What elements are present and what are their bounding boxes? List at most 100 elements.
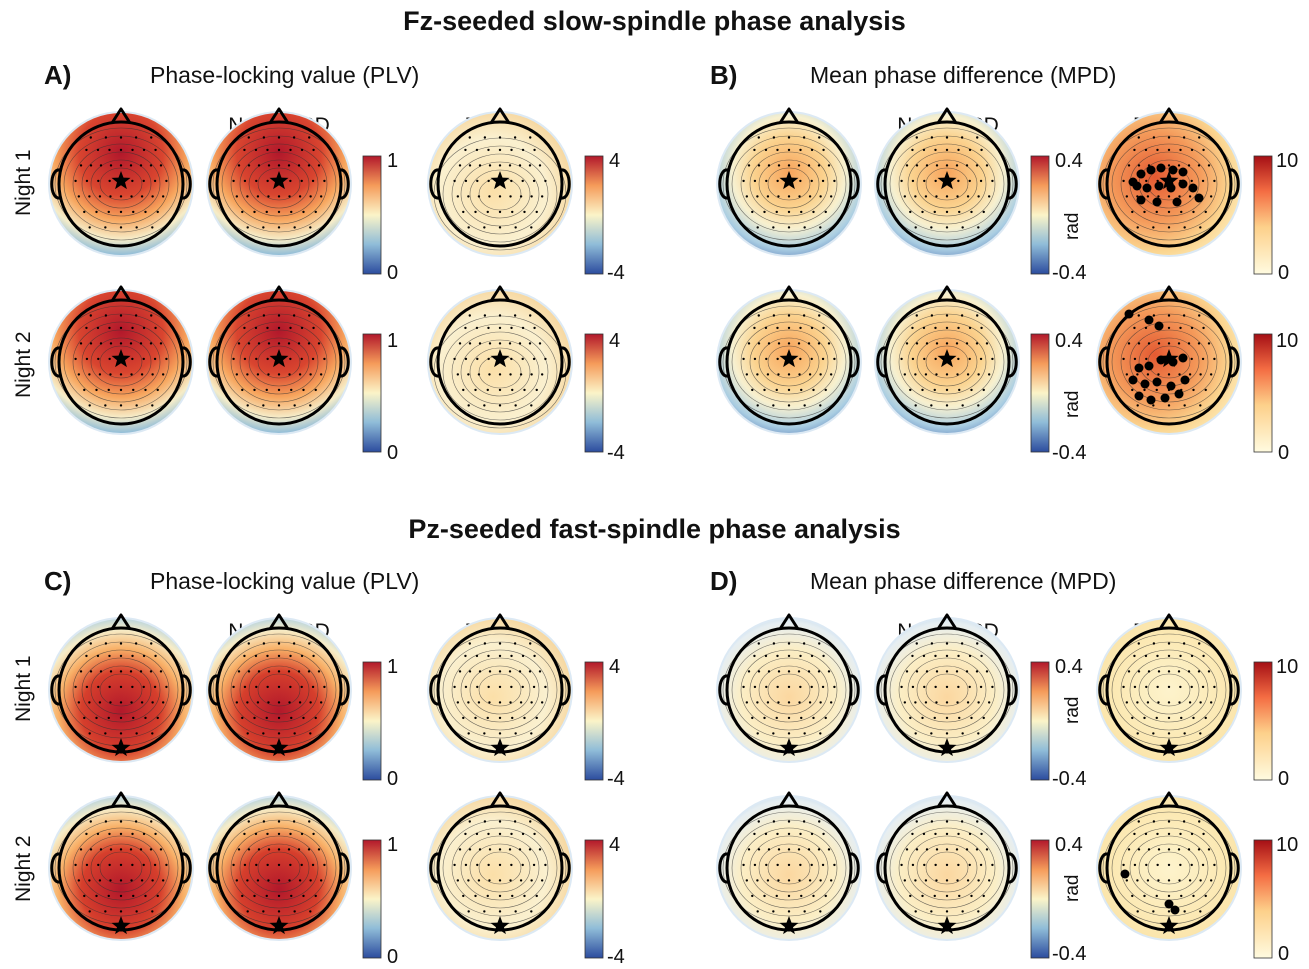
electrode-dot bbox=[129, 342, 133, 345]
electrode-dot bbox=[486, 210, 489, 214]
electrode-dot bbox=[1209, 701, 1213, 704]
electrode-dot bbox=[787, 148, 791, 152]
electrode-dot bbox=[262, 136, 266, 139]
right-ear-outline bbox=[1007, 674, 1018, 706]
electrode-dot bbox=[519, 195, 523, 198]
electrode-dot bbox=[923, 179, 926, 183]
significant-electrode bbox=[1142, 183, 1152, 193]
electrode-dot bbox=[241, 388, 244, 392]
left-ear-outline bbox=[876, 346, 887, 378]
electrode-dot bbox=[911, 863, 915, 867]
contour-line bbox=[54, 127, 188, 241]
electrode-dot bbox=[945, 910, 949, 913]
electrode-dot bbox=[1156, 654, 1159, 658]
electrode-dot bbox=[787, 226, 791, 229]
electrode-dot bbox=[1167, 642, 1171, 645]
electrode-dot bbox=[498, 832, 502, 836]
electrode-dot bbox=[149, 164, 153, 167]
electrode-dot bbox=[1167, 879, 1171, 882]
electrode-dot bbox=[540, 701, 544, 704]
electrode-dot bbox=[95, 894, 98, 898]
electrode-dot bbox=[508, 848, 512, 851]
electrode-dot bbox=[1146, 373, 1150, 376]
electrode-dot bbox=[968, 357, 971, 361]
electrode-dot bbox=[933, 894, 936, 898]
electrode-dot bbox=[976, 820, 979, 823]
colorbar bbox=[584, 333, 604, 453]
electrode-dot bbox=[787, 685, 791, 689]
electrode-dot bbox=[807, 848, 811, 851]
electrode-dot bbox=[319, 373, 323, 376]
electrode-dot bbox=[312, 832, 315, 836]
electrode-dot bbox=[900, 685, 903, 689]
electrode-dot bbox=[921, 210, 924, 214]
electrode-dot bbox=[511, 210, 514, 214]
electrode-dot bbox=[787, 404, 791, 407]
electrode-dot bbox=[1122, 685, 1125, 689]
electrode-dot bbox=[255, 179, 258, 183]
contour-line bbox=[239, 835, 319, 901]
electrode-dot bbox=[822, 148, 825, 152]
topomap-head bbox=[1096, 285, 1242, 435]
electrode-dot bbox=[979, 179, 983, 183]
electrode-dot bbox=[488, 701, 491, 704]
electrode-dot bbox=[819, 732, 822, 735]
electrode-dot bbox=[827, 342, 831, 345]
electrode-dot bbox=[257, 670, 261, 673]
electrode-dot bbox=[464, 654, 467, 658]
electrode-dot bbox=[144, 210, 147, 214]
electrode-dot bbox=[787, 848, 791, 851]
electrode-dot bbox=[1188, 879, 1192, 882]
electrode-dot bbox=[88, 373, 91, 376]
topomap-head bbox=[206, 107, 352, 257]
electrode-dot bbox=[544, 863, 547, 867]
electrode-dot bbox=[300, 832, 304, 836]
electrode-dot bbox=[772, 820, 776, 823]
electrode-dot bbox=[119, 848, 123, 851]
colorbar-unit-label: rad bbox=[1062, 390, 1083, 418]
topomap-field bbox=[429, 619, 571, 761]
electrode-dot bbox=[803, 732, 806, 735]
electrode-dot bbox=[923, 357, 926, 361]
electrode-dot bbox=[821, 179, 825, 183]
electrode-dot bbox=[799, 832, 802, 836]
left-ear-outline bbox=[208, 852, 219, 884]
contour-line bbox=[99, 673, 143, 707]
electrode-dot bbox=[1198, 136, 1201, 139]
contour-line bbox=[239, 657, 319, 723]
electrode-dot bbox=[159, 164, 163, 167]
electrode-dot bbox=[960, 820, 964, 823]
electrode-dot bbox=[812, 388, 815, 392]
electrode-dot bbox=[1188, 373, 1192, 376]
electrode-dot bbox=[518, 670, 522, 673]
electrode-dot bbox=[818, 642, 821, 645]
electrode-dot bbox=[255, 357, 258, 361]
electrode-dot bbox=[935, 164, 939, 167]
electrode-dot bbox=[930, 642, 934, 645]
electrode-dot bbox=[787, 832, 791, 836]
electrode-dot bbox=[519, 373, 523, 376]
significant-electrode bbox=[1152, 377, 1162, 387]
head-outline bbox=[215, 298, 343, 426]
electrode-dot bbox=[747, 670, 751, 673]
electrode-dot bbox=[464, 685, 468, 689]
electrode-dot bbox=[765, 863, 768, 867]
electrode-dot bbox=[149, 848, 153, 851]
significant-electrode bbox=[1156, 163, 1166, 173]
significant-electrode bbox=[1140, 379, 1150, 389]
electrode-dot bbox=[922, 832, 926, 836]
panel-a-letter: A) bbox=[44, 60, 72, 90]
electrode-dot bbox=[776, 179, 779, 183]
electrode-dot bbox=[991, 179, 994, 183]
electrode-dot bbox=[1187, 342, 1191, 345]
electrode-dot bbox=[1183, 226, 1186, 229]
electrode-dot bbox=[99, 164, 103, 167]
electrode-dot bbox=[945, 732, 949, 735]
electrode-dot bbox=[787, 373, 791, 376]
electrode-dot bbox=[308, 820, 311, 823]
electrode-dot bbox=[302, 894, 305, 898]
electrode-dot bbox=[151, 195, 154, 198]
electrode-dot bbox=[262, 820, 266, 823]
electrode-dot bbox=[107, 716, 110, 720]
electrode-dot bbox=[1127, 164, 1131, 167]
